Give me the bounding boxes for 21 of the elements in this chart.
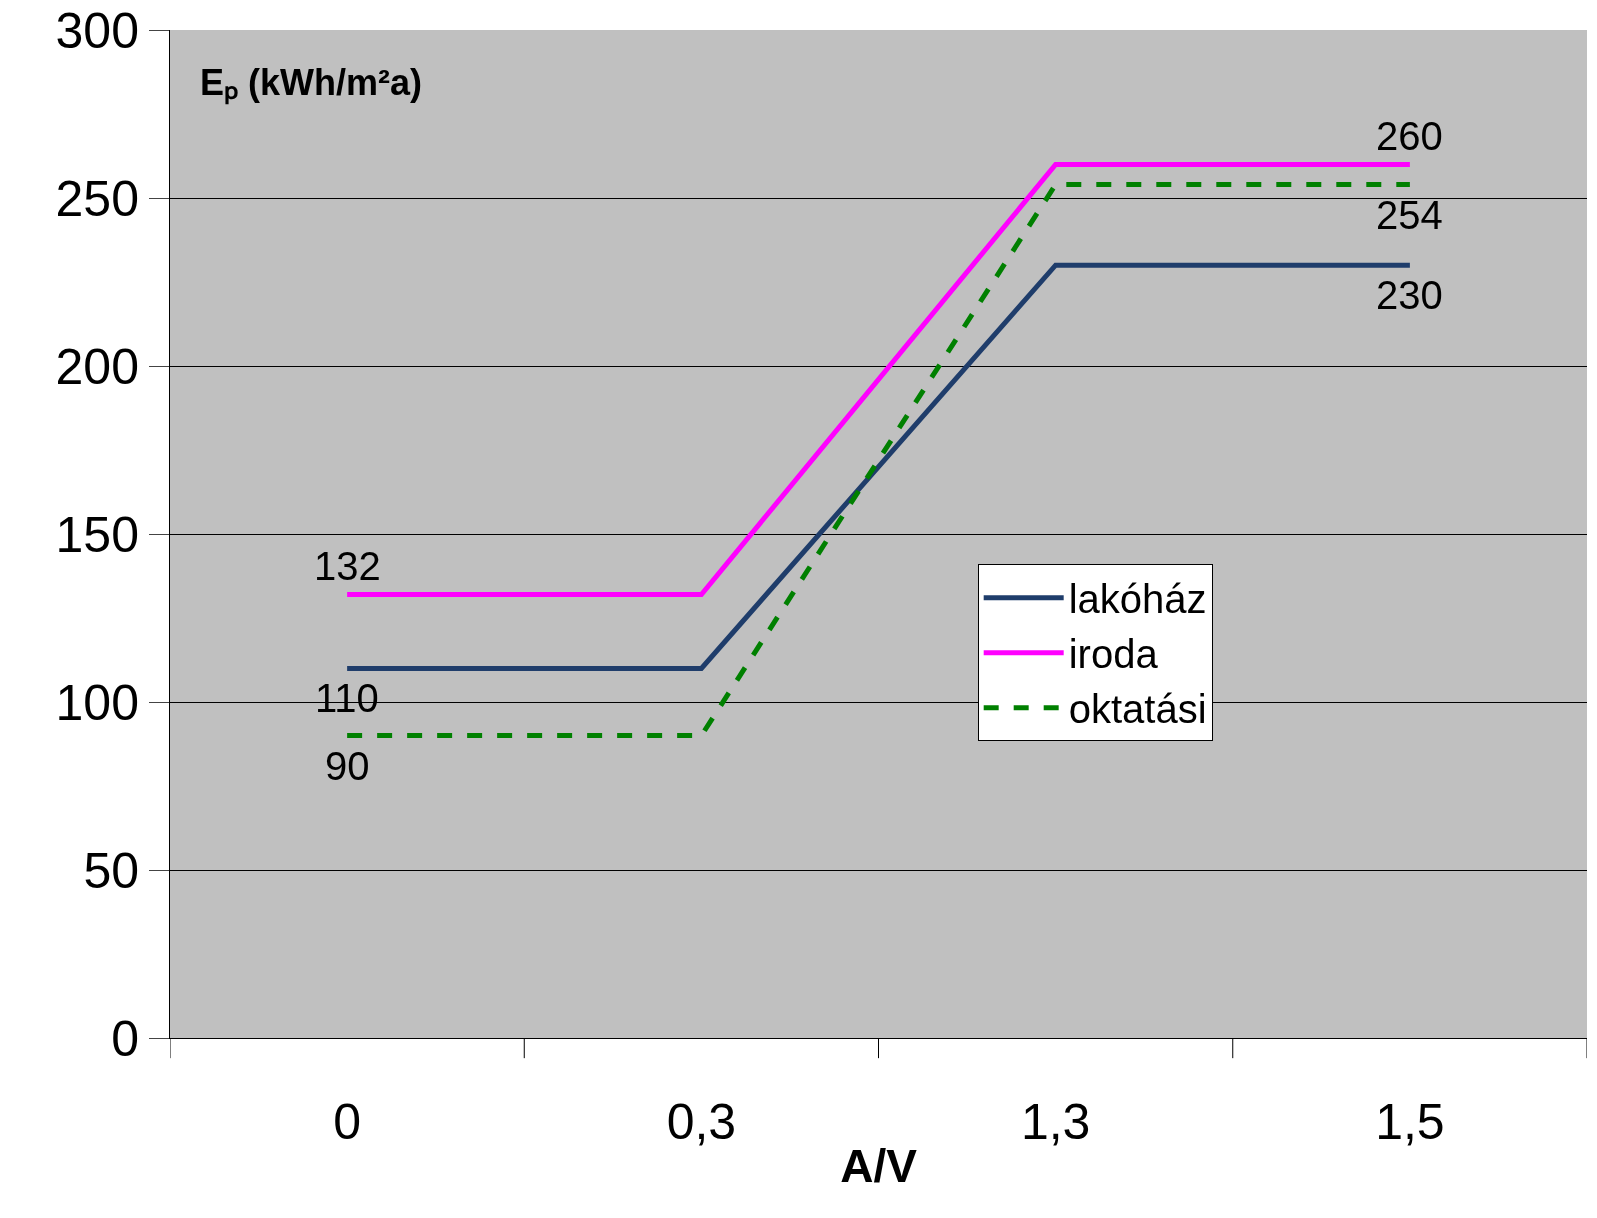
legend-label: iroda: [1068, 632, 1159, 677]
y-tick-label: 200: [55, 338, 139, 395]
data-label: 254: [1376, 193, 1443, 237]
data-label: 90: [325, 744, 370, 788]
y-tick-label: 150: [55, 506, 139, 563]
legend-label: lakóház: [1068, 577, 1207, 622]
x-tick-label: 0: [333, 1094, 362, 1150]
y-tick-label: 300: [55, 2, 139, 59]
y-tick-label: 0: [111, 1010, 139, 1067]
data-label: 260: [1376, 114, 1443, 158]
x-tick-label: 0,3: [666, 1094, 737, 1150]
legend-label: oktatási: [1068, 687, 1207, 732]
y-tick-label: 100: [55, 674, 139, 731]
y-tick-label: 50: [83, 842, 139, 899]
data-label: 132: [314, 544, 381, 588]
y-axis-title: Eₚ (kWh/m²a): [200, 62, 423, 105]
x-axis-title: A/V: [840, 1139, 918, 1192]
x-tick-label: 1,5: [1375, 1094, 1445, 1150]
y-tick-label: 250: [55, 170, 139, 227]
data-label: 230: [1376, 273, 1443, 317]
x-tick-label: 1,3: [1020, 1094, 1091, 1150]
